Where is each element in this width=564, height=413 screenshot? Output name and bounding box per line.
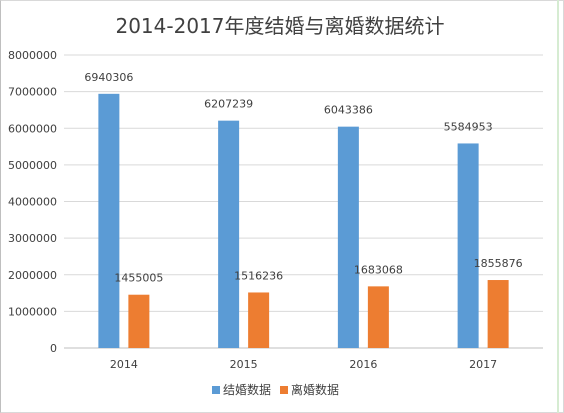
x-axis: 2014 2015 2016 2017	[110, 358, 497, 371]
legend-label: 结婚数据	[223, 382, 271, 397]
y-tick-label: 6000000	[8, 122, 57, 135]
x-tick-label: 2017	[469, 358, 497, 371]
data-labels: 6940306 1455005 6207239 1516236 6043386 16830…	[84, 71, 522, 285]
legend-swatch	[280, 386, 288, 394]
edge-line	[557, 0, 559, 413]
x-tick-label: 2014	[110, 358, 138, 371]
bar-marriage-2014	[98, 93, 120, 348]
y-tick-label: 2000000	[8, 269, 57, 282]
bar-divorce-2016	[367, 286, 389, 348]
legend: 结婚数据 离婚数据	[212, 382, 339, 397]
data-label: 1455005	[114, 272, 163, 285]
y-tick-label: 5000000	[8, 159, 57, 172]
bar-marriage-2015	[218, 120, 240, 348]
data-label: 6207239	[204, 98, 253, 111]
y-tick-label: 0	[50, 342, 57, 355]
data-label: 1855876	[474, 257, 523, 270]
y-tick-label: 7000000	[8, 86, 57, 99]
data-label: 1516236	[234, 269, 283, 282]
y-tick-label: 3000000	[8, 232, 57, 245]
bar-divorce-2015	[248, 292, 270, 348]
data-label: 1683068	[354, 263, 403, 276]
y-axis: 0 1000000 2000000 3000000 4000000 5000000 6000…	[8, 49, 57, 355]
y-tick-label: 4000000	[8, 196, 57, 209]
data-label: 6940306	[84, 71, 133, 84]
bar-divorce-2017	[487, 280, 509, 348]
data-label: 5584953	[444, 120, 493, 133]
x-tick-label: 2015	[230, 358, 258, 371]
data-label: 6043386	[324, 104, 373, 117]
legend-label: 离婚数据	[291, 382, 339, 397]
bars	[98, 93, 509, 349]
bar-marriage-2017	[457, 143, 479, 348]
legend-swatch	[212, 386, 220, 394]
x-tick-label: 2016	[349, 358, 377, 371]
bar-divorce-2014	[128, 294, 150, 348]
y-tick-label: 8000000	[8, 49, 57, 62]
y-tick-label: 1000000	[8, 305, 57, 318]
bar-marriage-2016	[337, 126, 359, 349]
chart-title: 2014-2017年度结婚与离婚数据统计	[115, 14, 444, 38]
